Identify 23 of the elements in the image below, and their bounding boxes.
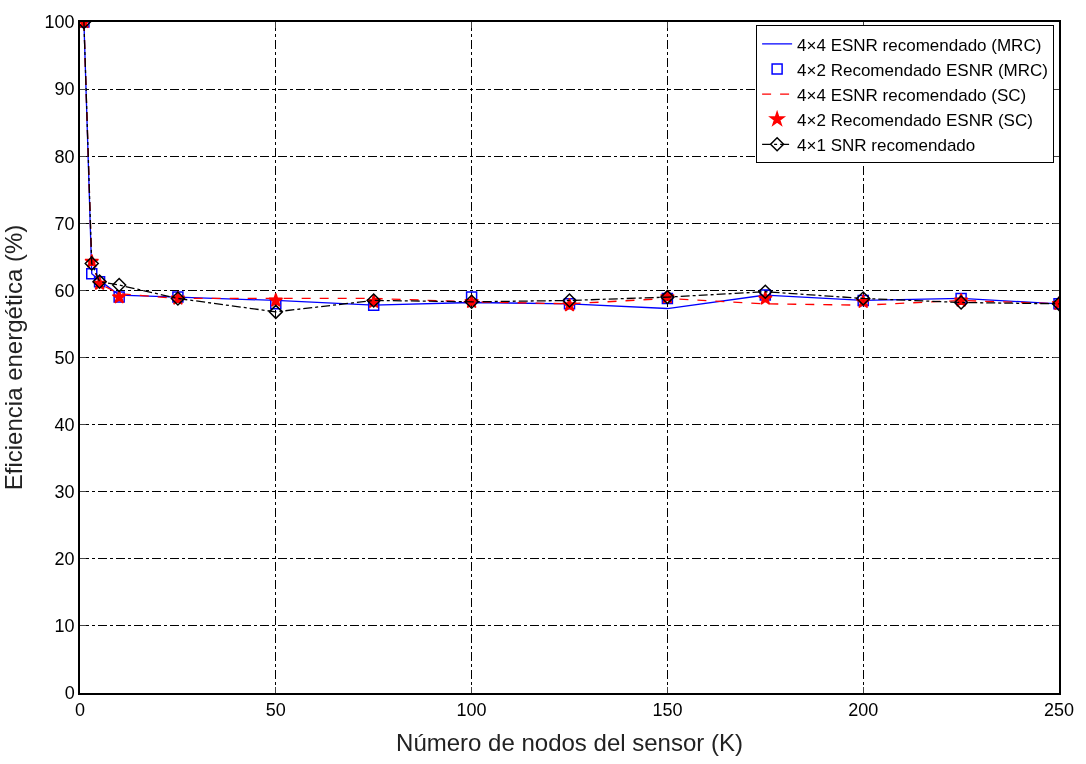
x-axis-title: Número de nodos del sensor (K) <box>396 729 743 757</box>
y-axis-title: Eficiencia energética (%) <box>0 224 28 491</box>
y-tick-label: 90 <box>54 79 75 100</box>
x-tick-label: 250 <box>1043 700 1075 721</box>
y-tick-label: 80 <box>54 146 75 167</box>
x-tick-label: 50 <box>265 700 286 721</box>
x-tick-label: 100 <box>456 700 487 721</box>
y-tick-label: 100 <box>44 12 75 33</box>
y-tick-label: 30 <box>54 482 75 502</box>
y-tick-label: 40 <box>54 414 75 435</box>
legend-label: 4×2 Recomendado ESNR (SC) <box>797 110 1033 130</box>
legend-label: 4×1 SNR recomendado <box>797 135 976 155</box>
legend-label: 4×2 Recomendado ESNR (MRC) <box>797 60 1048 80</box>
legend-label: 4×4 ESNR recomendado (SC) <box>797 85 1027 105</box>
y-tick-label: 70 <box>54 213 75 234</box>
x-tick-label: 200 <box>848 700 879 721</box>
x-tick-label: 150 <box>652 700 683 721</box>
legend-label: 4×4 ESNR recomendado (MRC) <box>797 35 1042 55</box>
y-tick-label: 0 <box>64 683 75 704</box>
y-tick-label: 10 <box>54 616 75 637</box>
y-tick-label: 20 <box>54 549 75 570</box>
y-tick-label: 60 <box>54 280 75 301</box>
y-tick-label: 50 <box>54 347 75 368</box>
